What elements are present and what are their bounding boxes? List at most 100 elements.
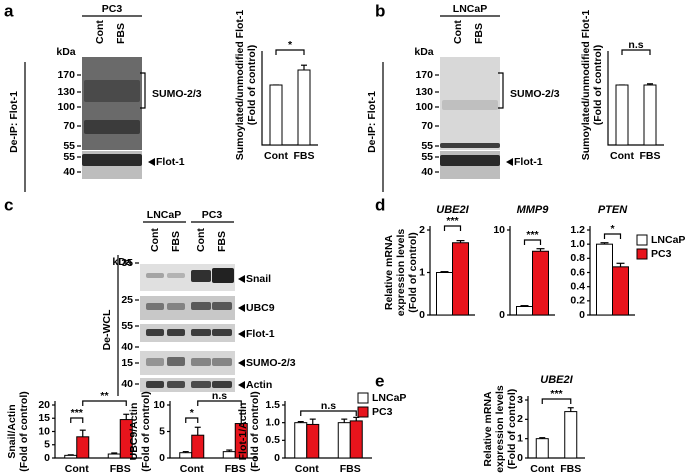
blot-label: SUMO-2/3: [246, 357, 296, 369]
significance-bracket: [300, 410, 357, 416]
significance-bracket: [541, 398, 572, 404]
unit-label: kDa: [112, 256, 131, 268]
blot-label: Snail: [246, 273, 271, 285]
significance-label: *: [190, 407, 195, 419]
significance-label: n.s: [628, 39, 643, 51]
blot-header: LNCaP: [147, 209, 181, 221]
legend-swatch: [636, 234, 648, 246]
chart-title: MMP9: [517, 204, 550, 216]
x-tick-label: FBS: [294, 150, 315, 162]
blot-band: [442, 100, 498, 110]
y-axis-label: (Fold of control): [140, 391, 152, 471]
x-tick-label: FBS: [110, 463, 131, 475]
lane-label: Cont: [195, 228, 207, 252]
bar: [294, 422, 308, 459]
y-tick-label: 5: [159, 425, 165, 437]
y-tick-label: 20: [38, 399, 50, 411]
marker-label: 70: [421, 120, 433, 132]
blot-band: [191, 270, 211, 282]
arrowhead: [148, 158, 155, 166]
blot-band: [167, 357, 185, 366]
bar: [516, 306, 533, 316]
y-tick-label: 0: [44, 452, 50, 464]
bar: [64, 454, 78, 459]
blot-band: [440, 143, 500, 148]
side-label: De-IP: Flot-1: [366, 91, 378, 153]
legend-label: LNCaP: [372, 392, 406, 404]
bar: [532, 250, 549, 316]
y-tick-label: 10: [153, 399, 165, 411]
arrowhead: [238, 275, 245, 283]
y-tick-label: 1.0: [570, 238, 585, 250]
lane-label: FBS: [216, 231, 228, 252]
bar: [179, 452, 193, 459]
blot-header: PC3: [102, 3, 123, 15]
y-tick-label: 15: [38, 412, 50, 424]
marker-label: 15: [121, 357, 133, 369]
marker-label: 40: [63, 166, 75, 178]
bar: [612, 266, 629, 316]
bar: [119, 419, 133, 459]
panel-letter: c: [4, 195, 13, 214]
lane-label: Cont: [149, 228, 161, 252]
legend-label: LNCaP: [651, 234, 685, 246]
blot-band: [167, 381, 185, 388]
significance-bracket: [275, 49, 305, 55]
marker-label: 130: [57, 86, 75, 98]
significance-label: n.s: [321, 400, 336, 412]
x-tick-label: Cont: [65, 463, 89, 475]
y-tick-label: 3: [517, 394, 523, 406]
blot-label: Actin: [246, 379, 272, 391]
bracket: [140, 72, 146, 109]
y-tick-label: 0: [159, 452, 165, 464]
y-tick-label: 0.8: [570, 252, 585, 264]
y-axis-label: Relative mRNA: [383, 234, 395, 310]
y-tick-label: 0.4: [570, 280, 585, 292]
y-tick-label: 0: [579, 309, 585, 321]
bracket: [498, 72, 504, 109]
panel-letter: d: [375, 195, 385, 214]
blot-band: [146, 358, 164, 366]
bar: [564, 411, 578, 459]
marker-label: 55: [63, 151, 75, 163]
x-tick-label: Cont: [610, 150, 634, 162]
arrowhead: [238, 304, 245, 312]
arrowhead: [238, 359, 245, 367]
x-tick-label: Cont: [264, 150, 288, 162]
y-tick-label: 0: [499, 309, 505, 321]
blot-strip: [140, 324, 235, 342]
significance-bracket: [621, 49, 651, 55]
x-tick-label: Cont: [180, 463, 204, 475]
blot-band: [167, 303, 185, 310]
blot-band: [191, 329, 211, 336]
x-tick-label: FBS: [225, 463, 246, 475]
blot-band: [84, 80, 140, 102]
y-axis-label: (Fold of control): [246, 45, 258, 125]
bar: [643, 84, 657, 146]
y-axis-label: expression levels: [395, 229, 407, 317]
y-tick-label: 0.5: [265, 434, 280, 446]
significance-bracket: [82, 400, 127, 406]
lane-label: FBS: [473, 23, 485, 44]
y-tick-label: 2: [419, 224, 425, 236]
legend-swatch: [357, 392, 369, 404]
bar: [297, 69, 311, 146]
bar: [436, 272, 453, 316]
marker-label: 55: [63, 140, 75, 152]
y-axis-label: (Fold of control): [592, 45, 604, 125]
blot-strip: [140, 378, 235, 392]
arrowhead: [238, 330, 245, 338]
unit-label: kDa: [56, 46, 75, 58]
significance-bracket: [197, 400, 242, 406]
blot-band: [212, 358, 232, 366]
blot-label: UBC9: [246, 302, 275, 314]
blot-label: Flot-1: [156, 156, 185, 168]
y-axis-label: Sumoylated/unmodified Flot-1: [580, 10, 592, 161]
significance-bracket: [603, 233, 622, 239]
x-tick-label: Cont: [295, 463, 319, 475]
arrowhead: [238, 381, 245, 389]
blot-band: [212, 329, 232, 336]
y-tick-label: 0.6: [570, 266, 585, 278]
bar: [76, 436, 90, 459]
side-label: De-IP: Flot-1: [8, 91, 20, 153]
